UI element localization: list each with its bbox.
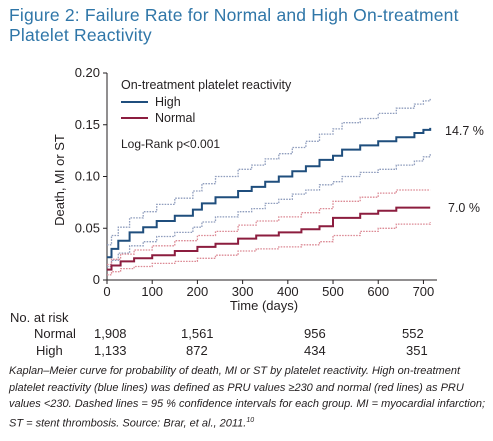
figure-title-line-2: Platelet Reactivity	[9, 25, 152, 45]
figure-title: Figure 2: Failure Rate for Normal and Hi…	[9, 5, 479, 45]
risk-high-day-240: 872	[186, 343, 208, 358]
x-axis-label: Time (days)	[230, 298, 298, 313]
y-tick-label: 0.15	[75, 117, 100, 132]
y-tick-label: 0.20	[75, 65, 100, 80]
x-tick-label: 300	[232, 284, 254, 299]
legend-title: On-treatment platelet reactivity	[121, 78, 292, 92]
risk-normal-day-480: 956	[304, 326, 326, 341]
x-tick-label: 200	[187, 284, 209, 299]
y-tick-label: 0	[93, 272, 100, 287]
risk-normal-day-720: 552	[402, 326, 424, 341]
risk-high-day-480: 434	[304, 343, 326, 358]
caption-text: Kaplan–Meier curve for probability of de…	[9, 365, 486, 430]
x-tick-label: 0	[103, 284, 110, 299]
legend-label-normal: Normal	[155, 111, 195, 125]
series-line-high-upper-95-ci	[107, 98, 431, 246]
series-line-normal-upper-95-ci	[107, 189, 431, 266]
y-tick-label: 0.05	[75, 220, 100, 235]
x-tick-label: 100	[141, 284, 163, 299]
x-tick-label: 500	[322, 284, 344, 299]
y-axis-label: Death, MI or ST	[52, 134, 67, 226]
chart-series	[107, 98, 432, 276]
x-tick-label: 400	[277, 284, 299, 299]
km-chart: 00.050.100.150.200 100 200 300 400 500 600 700 …	[52, 65, 484, 313]
x-tick-label: 600	[367, 284, 389, 299]
risk-normal-day-0: 1,908	[94, 326, 127, 341]
risk-high-day-720: 351	[406, 343, 428, 358]
series-line-normal	[107, 206, 431, 271]
figure-title-line-1: Figure 2: Failure Rate for Normal and Hi…	[9, 5, 459, 25]
risk-normal-day-240: 1,561	[181, 326, 214, 341]
series-line-high-lower-95-ci	[107, 153, 431, 268]
legend-label-high: High	[155, 95, 181, 109]
chart-axes: 0 0.05 0.10 0.15 0.20 0 100 200 300 400 500 600 700	[75, 65, 437, 299]
risk-table-heading: No. at risk	[10, 310, 69, 325]
end-label-normal: 7.0 %	[448, 201, 480, 215]
x-tick-label: 700	[413, 284, 435, 299]
y-tick-label: 0.10	[75, 169, 100, 184]
risk-row-label-high: High	[36, 343, 63, 358]
figure-caption: Kaplan–Meier curve for probability of de…	[9, 363, 487, 432]
series-line-high	[107, 127, 432, 259]
risk-row-label-normal: Normal	[34, 326, 76, 341]
risk-high-day-0: 1,133	[94, 343, 127, 358]
chart-labels: Death, MI or ST Time (days) On-treatment…	[52, 78, 484, 313]
caption-reference: 10	[246, 416, 255, 424]
series-line-normal-lower-95-ci	[107, 222, 431, 276]
end-label-high: 14.7 %	[445, 124, 484, 138]
log-rank-annotation: Log-Rank p<0.001	[121, 137, 220, 151]
